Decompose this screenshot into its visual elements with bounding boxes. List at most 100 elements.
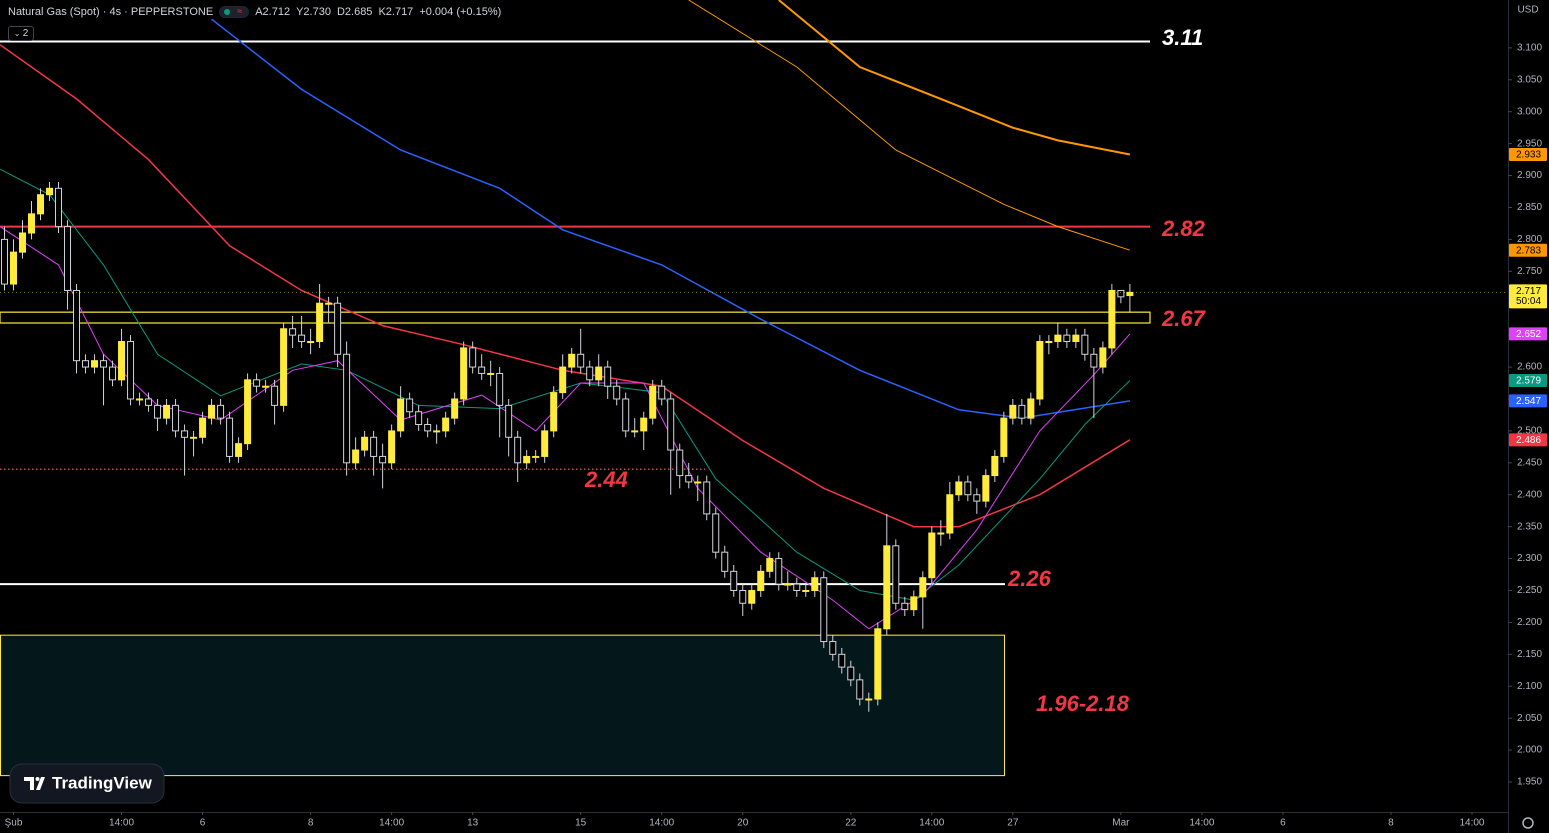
x-tick-label: 15 <box>575 818 587 829</box>
candle-body <box>469 347 477 368</box>
candle-body <box>361 436 369 451</box>
candle-body <box>622 398 630 432</box>
x-tick-label: 22 <box>845 818 857 829</box>
candle-body <box>685 475 693 483</box>
candle-body <box>658 385 666 400</box>
candle-body <box>397 398 405 432</box>
candle-body <box>973 494 981 502</box>
candle-body <box>559 366 567 394</box>
candle-body <box>568 353 576 368</box>
series-price-tag-bg <box>1509 243 1547 257</box>
series-price-tag: 2.486 <box>1516 435 1541 446</box>
ohlc-low: D2.685 <box>336 6 373 18</box>
candle-body <box>532 455 540 458</box>
ohlc-high: Y2.730 <box>296 6 331 18</box>
candle-body <box>937 532 945 535</box>
candle-body <box>226 417 234 457</box>
candle-body <box>874 628 882 700</box>
level-label: 2.67 <box>1161 306 1207 331</box>
candle-body <box>514 436 522 464</box>
candle-body <box>451 398 459 419</box>
series-price-tag: 2.579 <box>1516 376 1541 387</box>
candle-body <box>802 589 810 592</box>
x-tick-label: 27 <box>1007 818 1019 829</box>
candle-body <box>64 226 72 291</box>
y-tick-label: 3.000 <box>1517 106 1542 117</box>
candle-body <box>982 475 990 502</box>
candle-body <box>928 532 936 579</box>
x-tick-label: Mar <box>1112 818 1130 829</box>
y-tick-label: 2.850 <box>1517 202 1542 213</box>
candle-body <box>379 455 387 464</box>
candle-body <box>118 341 126 381</box>
plot-area <box>0 0 1508 777</box>
candle-body <box>739 589 747 604</box>
candle-body <box>640 417 648 432</box>
series-price-tag: 2.547 <box>1516 396 1541 407</box>
candle-body <box>892 545 900 604</box>
candle-body <box>820 577 828 643</box>
candle-body <box>1090 353 1098 368</box>
countdown: 50:04 <box>1516 296 1541 307</box>
candle-body <box>316 302 324 343</box>
candle-body <box>505 404 513 438</box>
candle-body <box>154 404 162 419</box>
ohlc-close: K2.717 <box>378 6 414 18</box>
candle-body <box>586 366 594 381</box>
x-tick-label: 13 <box>467 818 479 829</box>
candle-body <box>1108 289 1116 349</box>
candle-body <box>127 341 135 400</box>
candle-body <box>811 577 819 591</box>
y-tick-label: 2.950 <box>1517 138 1542 149</box>
candle-body <box>496 372 504 406</box>
status-icons: ≈ <box>219 6 250 18</box>
candle-body <box>964 481 972 496</box>
candle-body <box>883 545 891 630</box>
settings-icon[interactable] <box>1522 817 1534 829</box>
candle-body <box>1000 417 1008 457</box>
candle-body <box>91 360 99 368</box>
candle-body <box>1081 334 1089 355</box>
candle-body <box>1009 404 1017 419</box>
series-price-tag-bg <box>1509 433 1547 447</box>
series-price-tag: 2.652 <box>1516 329 1541 340</box>
y-tick-label: 2.250 <box>1517 585 1542 596</box>
candle-body <box>901 602 909 611</box>
candle-body <box>946 494 954 534</box>
series-price-tag-bg <box>1509 147 1547 161</box>
candle-body <box>343 353 351 464</box>
candle-body <box>10 251 18 285</box>
candle-body <box>109 366 117 381</box>
last-price-tag: 2.717 <box>1516 286 1541 297</box>
candle-body <box>415 411 423 426</box>
x-tick-label: 14:00 <box>649 818 674 829</box>
candle-body <box>244 379 252 445</box>
candle-body <box>919 577 927 598</box>
indicator-count: 2 <box>22 28 29 39</box>
indicator-toggle[interactable]: ⌄ 2 <box>8 26 34 41</box>
candle-body <box>352 449 360 464</box>
candle-body <box>235 443 243 457</box>
y-tick-label: 2.300 <box>1517 553 1542 564</box>
candle-body <box>694 481 702 484</box>
candle-body <box>991 455 999 477</box>
y-tick-label: 2.150 <box>1517 649 1542 660</box>
candle-body <box>460 347 468 400</box>
candle-body <box>55 187 63 228</box>
candle-body <box>577 353 585 368</box>
candle-body <box>757 570 765 591</box>
x-tick-label: 6 <box>200 818 206 829</box>
candle-body <box>19 232 27 253</box>
candle-body <box>298 334 306 343</box>
candle-body <box>910 596 918 611</box>
x-tick-label: 6 <box>1280 818 1286 829</box>
ohlc-open: A2.712 <box>255 6 291 18</box>
candle-body <box>604 366 612 387</box>
candle-body <box>1054 334 1062 343</box>
candle-body <box>1099 347 1107 368</box>
x-tick-label: Şub <box>5 818 23 829</box>
support-zone <box>0 634 1005 777</box>
x-tick-label: 14:00 <box>379 818 404 829</box>
candle-body <box>163 404 171 419</box>
